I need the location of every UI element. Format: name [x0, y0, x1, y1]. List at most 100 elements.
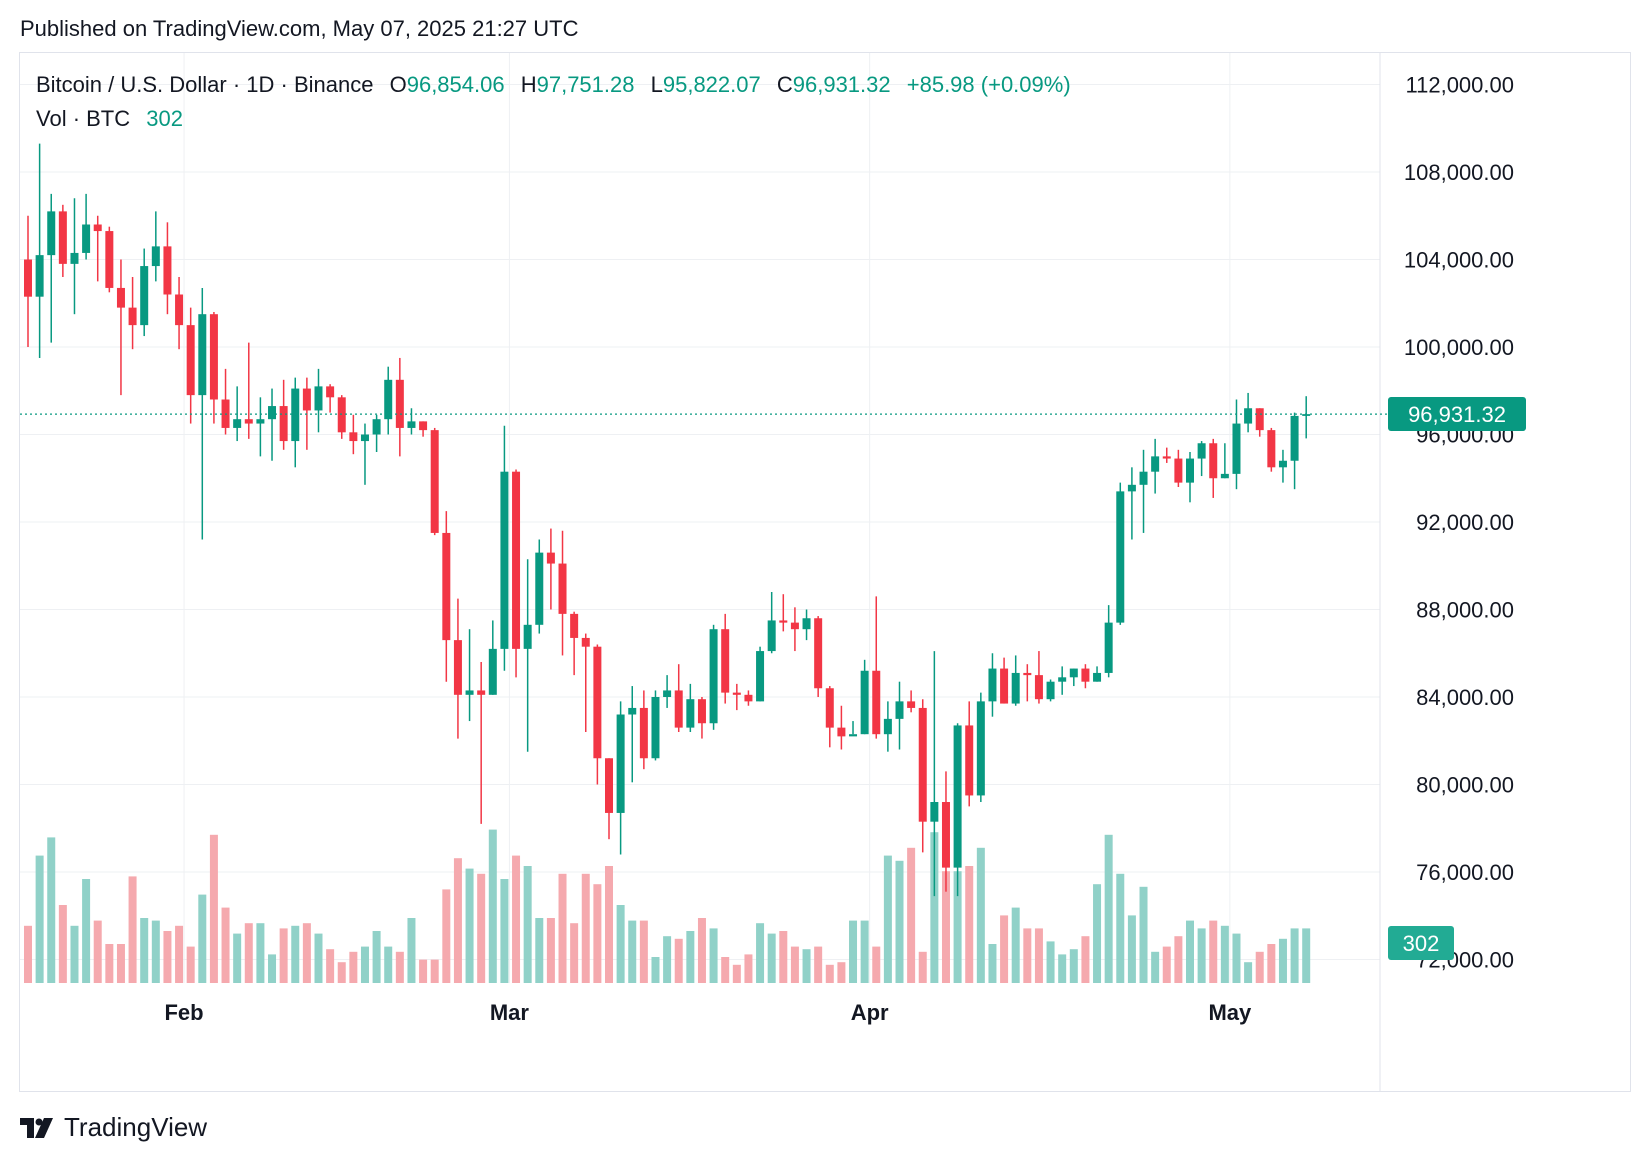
candle-body	[105, 231, 114, 288]
volume-bar	[1244, 962, 1253, 983]
volume-bar	[639, 920, 648, 983]
candle-body	[512, 471, 521, 649]
candle-body	[1104, 622, 1113, 673]
candles	[24, 143, 1311, 897]
volume-bar	[163, 931, 172, 983]
candle	[814, 616, 823, 697]
volume-bar	[581, 873, 590, 983]
candle	[1267, 427, 1276, 472]
candle-body	[1162, 456, 1171, 459]
candle-body	[1069, 668, 1078, 678]
volume-tag: 302	[1403, 931, 1440, 956]
volume-bar	[198, 894, 207, 983]
candle-body	[779, 620, 788, 623]
volume-bar	[349, 951, 358, 983]
candle-body	[976, 701, 985, 796]
volume-bar	[663, 936, 672, 983]
candle-body	[546, 552, 555, 564]
candle-body	[639, 707, 648, 759]
candle	[407, 408, 416, 435]
candle-body	[384, 379, 393, 420]
candle-body	[314, 386, 323, 411]
candle-body	[1139, 471, 1148, 485]
volume-bar	[419, 959, 428, 983]
candle-body	[790, 622, 799, 630]
candle-body	[24, 259, 32, 297]
candle	[291, 377, 300, 468]
candle-body	[151, 246, 160, 267]
volume-bar	[570, 923, 579, 983]
volume-bar	[523, 866, 532, 983]
candle	[546, 528, 555, 610]
candle-body	[837, 727, 846, 737]
candle	[128, 277, 137, 350]
candle-body	[1046, 681, 1055, 700]
candle	[1162, 447, 1171, 463]
candle-body	[721, 629, 730, 693]
y-tick-label: 112,000.00	[1406, 73, 1514, 98]
candle-body	[1267, 430, 1276, 468]
candle-body	[1244, 408, 1253, 424]
candle	[860, 659, 869, 735]
candle-body	[1093, 672, 1102, 682]
volume-legend: Vol · BTC 302	[36, 106, 183, 132]
symbol-label[interactable]: Bitcoin / U.S. Dollar · 1D · Binance	[36, 72, 374, 97]
candle	[976, 692, 985, 802]
volume-bar	[756, 923, 765, 983]
volume-bar	[151, 920, 160, 983]
candle	[349, 414, 358, 455]
volume-bar	[302, 923, 311, 983]
volume-bar	[825, 964, 834, 983]
candle	[198, 287, 207, 540]
candle	[395, 357, 404, 457]
candle-body	[360, 434, 369, 442]
candle-body	[244, 419, 253, 424]
candle	[930, 651, 939, 897]
tradingview-logo[interactable]: TradingView	[20, 1112, 207, 1143]
candle	[1139, 449, 1148, 533]
candle	[558, 530, 567, 656]
candle-body	[465, 690, 474, 695]
candle-body	[663, 690, 672, 697]
candle-body	[256, 419, 265, 424]
candle-body	[1023, 672, 1032, 676]
chart-frame[interactable]	[19, 52, 1631, 1092]
candle-body	[988, 668, 997, 702]
volume-value: 302	[146, 106, 183, 131]
volume-bar	[744, 954, 753, 983]
x-tick-label: Mar	[490, 1000, 530, 1025]
high-value: 97,751.28	[536, 72, 635, 97]
candle	[430, 427, 439, 536]
candle	[244, 342, 253, 439]
volume-bar	[1174, 936, 1183, 983]
candle-body	[930, 802, 939, 822]
price-tag: 96,931.32	[1408, 402, 1506, 427]
volume-bar	[616, 905, 625, 983]
candle	[802, 609, 811, 641]
volume-bar	[628, 920, 637, 983]
candle	[605, 758, 613, 840]
volume-label[interactable]: Vol · BTC	[36, 106, 131, 131]
candle-body	[488, 648, 497, 695]
volume-bar	[895, 860, 904, 983]
candle	[1046, 679, 1055, 702]
candle-body	[1058, 677, 1067, 682]
candle	[628, 686, 637, 783]
open-label: O	[389, 72, 407, 97]
candle-body	[477, 690, 486, 695]
y-tick-label: 108,000.00	[1404, 160, 1514, 185]
change-value: +85.98 (+0.09%)	[906, 72, 1071, 97]
candle-body	[965, 725, 974, 796]
candle-body	[802, 618, 811, 630]
candle-body	[1151, 456, 1160, 472]
candle	[570, 611, 579, 676]
volume-bar	[384, 946, 393, 983]
candle	[1255, 408, 1264, 437]
candle-body	[407, 421, 416, 428]
y-tick-label: 88,000.00	[1416, 598, 1514, 623]
candle-body	[58, 211, 67, 264]
volume-bar	[24, 925, 32, 983]
candle	[790, 607, 799, 652]
volume-bar	[186, 946, 195, 983]
